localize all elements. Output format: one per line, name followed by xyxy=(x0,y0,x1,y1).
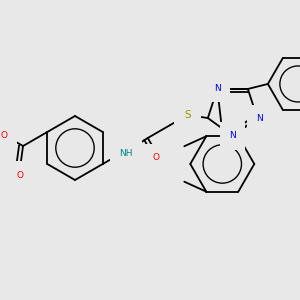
Text: O: O xyxy=(152,153,159,162)
Text: N: N xyxy=(256,113,263,122)
Text: S: S xyxy=(184,110,191,120)
Text: O: O xyxy=(16,170,23,179)
Text: O: O xyxy=(1,130,7,140)
Text: NH: NH xyxy=(119,148,133,158)
Text: N: N xyxy=(229,131,236,140)
Text: N: N xyxy=(214,85,221,94)
